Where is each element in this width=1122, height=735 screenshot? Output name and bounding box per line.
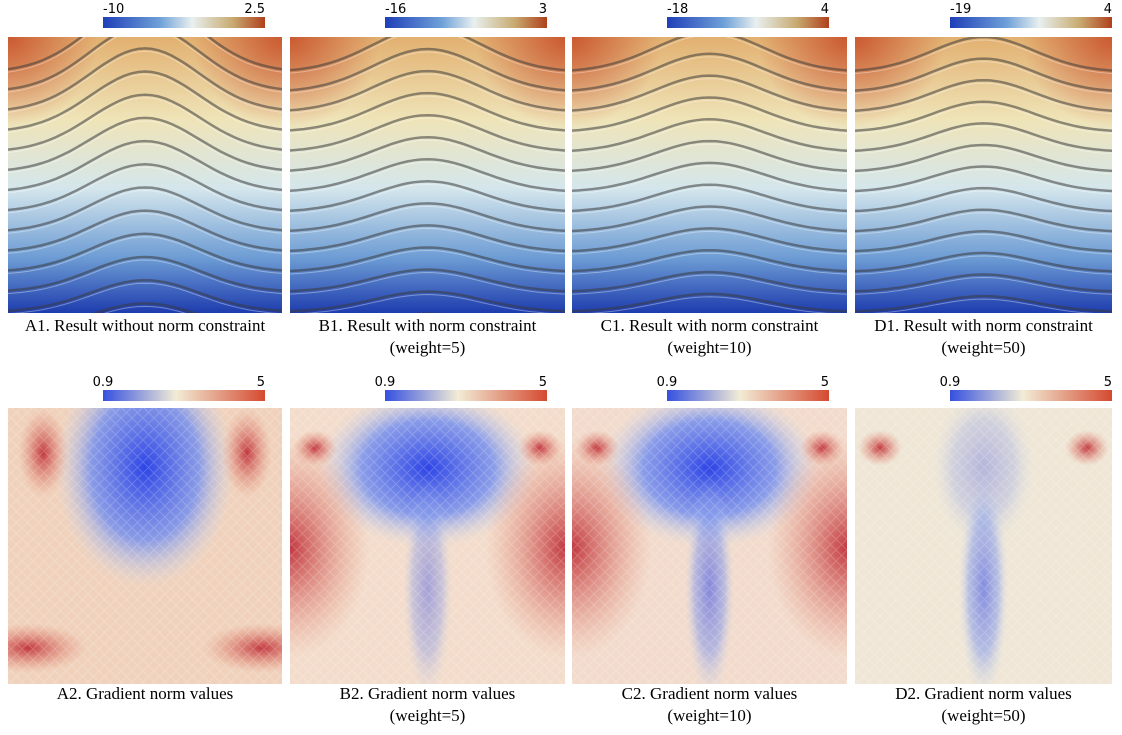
image — [290, 37, 565, 313]
colorbar — [667, 17, 829, 28]
colorbar-min: -16 — [385, 2, 406, 17]
colorbar — [103, 390, 265, 401]
colorbar — [950, 390, 1112, 401]
caption: B1. Result with norm constraint — [319, 316, 537, 335]
colorbar-max: 2.5 — [244, 2, 265, 17]
colorbar-min: -19 — [950, 2, 971, 17]
colorbar-max: 5 — [1104, 375, 1112, 390]
colorbar-min: -18 — [667, 2, 688, 17]
caption: (weight=5) — [390, 338, 466, 357]
colorbar-min: 0.9 — [93, 375, 114, 390]
colorbar-min: 0.9 — [375, 375, 396, 390]
colorbar-max: 3 — [539, 2, 547, 17]
colorbar-max: 5 — [257, 375, 265, 390]
caption: (weight=5) — [390, 706, 466, 725]
image — [855, 408, 1112, 684]
colorbar-min: -10 — [103, 2, 124, 17]
image — [8, 37, 282, 313]
image — [290, 408, 565, 684]
caption: (weight=50) — [941, 706, 1025, 725]
caption: C1. Result with norm constraint — [601, 316, 819, 335]
colorbar — [950, 17, 1112, 28]
image — [572, 37, 847, 313]
colorbar — [103, 17, 265, 28]
colorbar-max: 4 — [821, 2, 829, 17]
colorbar — [667, 390, 829, 401]
caption: D2. Gradient norm values — [895, 684, 1072, 703]
colorbar-max: 5 — [539, 375, 547, 390]
caption: (weight=10) — [667, 706, 751, 725]
image — [855, 37, 1112, 313]
caption: D1. Result with norm constraint — [874, 316, 1093, 335]
image — [572, 408, 847, 684]
colorbar-min: 0.9 — [940, 375, 961, 390]
colorbar-min: 0.9 — [657, 375, 678, 390]
colorbar-max: 5 — [821, 375, 829, 390]
colorbar — [385, 390, 547, 401]
colorbar — [385, 17, 547, 28]
caption: A2. Gradient norm values — [57, 684, 234, 703]
caption: B2. Gradient norm values — [340, 684, 516, 703]
caption: (weight=10) — [667, 338, 751, 357]
caption: (weight=50) — [941, 338, 1025, 357]
caption: A1. Result without norm constraint — [25, 316, 266, 335]
colorbar-max: 4 — [1104, 2, 1112, 17]
image — [8, 408, 282, 684]
caption: C2. Gradient norm values — [622, 684, 798, 703]
